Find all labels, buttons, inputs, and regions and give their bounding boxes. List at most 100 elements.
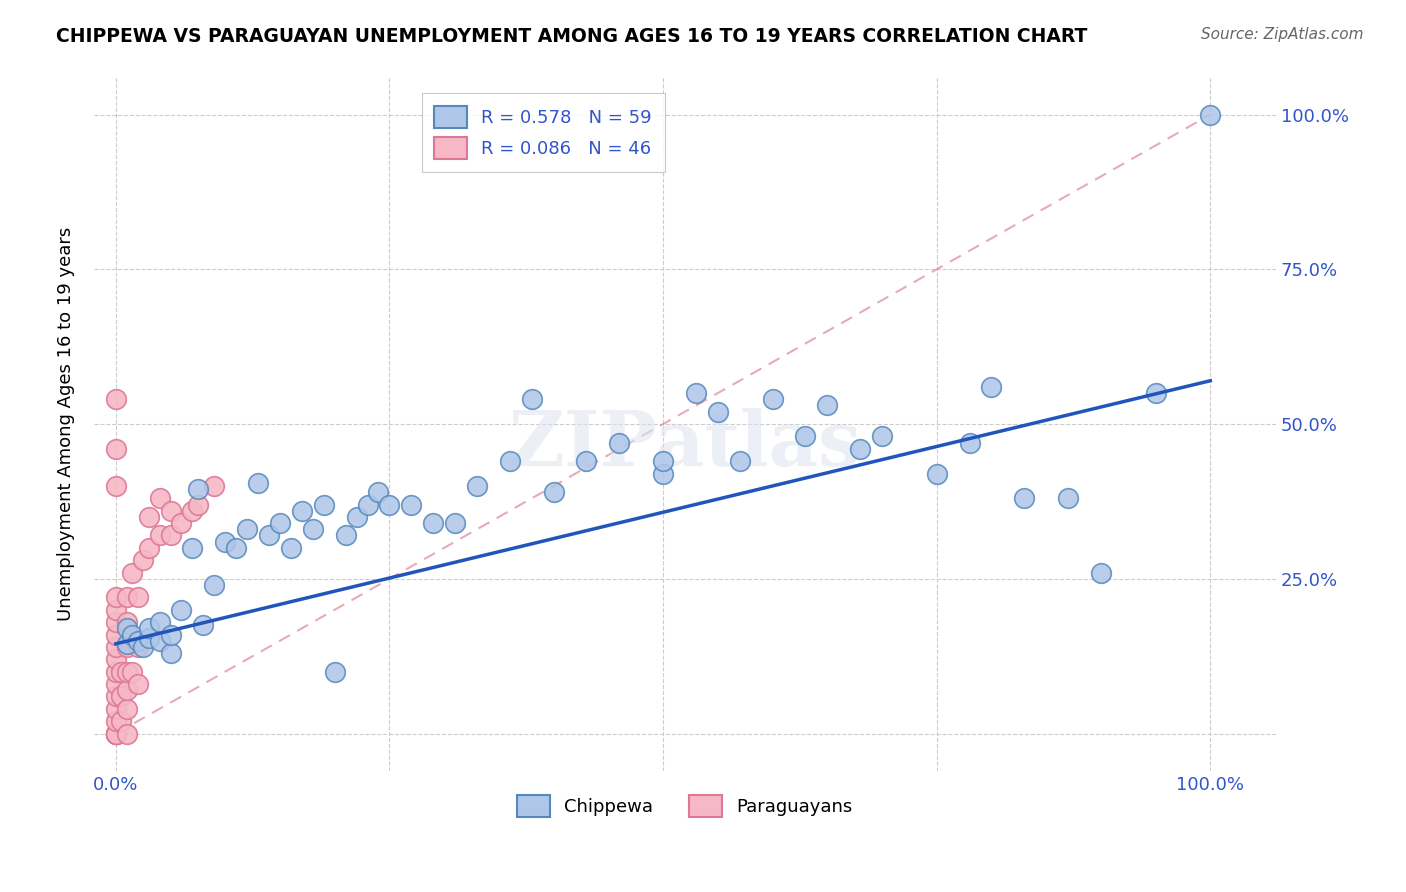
- Point: [110, 665, 132, 679]
- Point: [149, 633, 172, 648]
- Point: [104, 652, 127, 666]
- Point: [159, 646, 181, 660]
- Point: [520, 392, 543, 407]
- Point: [980, 380, 1002, 394]
- Point: [104, 726, 127, 740]
- Point: [761, 392, 783, 407]
- Point: [815, 399, 838, 413]
- Point: [301, 522, 323, 536]
- Point: [110, 690, 132, 704]
- Point: [138, 509, 160, 524]
- Point: [925, 467, 948, 481]
- Point: [104, 726, 127, 740]
- Point: [132, 553, 155, 567]
- Point: [1057, 491, 1080, 506]
- Point: [187, 498, 209, 512]
- Point: [104, 702, 127, 716]
- Point: [367, 485, 389, 500]
- Point: [870, 429, 893, 443]
- Point: [181, 504, 204, 518]
- Point: [707, 405, 730, 419]
- Point: [170, 516, 193, 530]
- Point: [214, 534, 236, 549]
- Point: [110, 714, 132, 728]
- Point: [1012, 491, 1035, 506]
- Point: [115, 683, 138, 698]
- Point: [356, 498, 378, 512]
- Point: [127, 591, 149, 605]
- Y-axis label: Unemployment Among Ages 16 to 19 years: Unemployment Among Ages 16 to 19 years: [58, 227, 75, 621]
- Point: [575, 454, 598, 468]
- Point: [959, 435, 981, 450]
- Point: [170, 603, 193, 617]
- Point: [202, 578, 225, 592]
- Point: [269, 516, 291, 530]
- Point: [104, 726, 127, 740]
- Point: [138, 621, 160, 635]
- Point: [121, 566, 143, 580]
- Point: [323, 665, 346, 679]
- Text: ZIPatlas: ZIPatlas: [509, 408, 862, 482]
- Point: [104, 726, 127, 740]
- Point: [607, 435, 630, 450]
- Point: [401, 498, 423, 512]
- Point: [104, 615, 127, 629]
- Point: [202, 479, 225, 493]
- Point: [104, 392, 127, 407]
- Legend: Chippewa, Paraguayans: Chippewa, Paraguayans: [510, 788, 860, 824]
- Point: [422, 516, 444, 530]
- Point: [104, 479, 127, 493]
- Point: [543, 485, 565, 500]
- Point: [127, 677, 149, 691]
- Point: [149, 528, 172, 542]
- Point: [115, 640, 138, 654]
- Point: [115, 637, 138, 651]
- Point: [104, 726, 127, 740]
- Point: [652, 454, 675, 468]
- Point: [193, 618, 215, 632]
- Point: [115, 621, 138, 635]
- Point: [652, 467, 675, 481]
- Point: [499, 454, 522, 468]
- Point: [159, 528, 181, 542]
- Point: [121, 665, 143, 679]
- Point: [346, 509, 368, 524]
- Point: [1144, 386, 1167, 401]
- Point: [849, 442, 872, 456]
- Point: [444, 516, 467, 530]
- Point: [115, 591, 138, 605]
- Point: [104, 591, 127, 605]
- Point: [115, 726, 138, 740]
- Point: [465, 479, 488, 493]
- Point: [181, 541, 204, 555]
- Point: [127, 640, 149, 654]
- Point: [794, 429, 817, 443]
- Point: [104, 726, 127, 740]
- Point: [104, 714, 127, 728]
- Point: [159, 627, 181, 641]
- Point: [728, 454, 751, 468]
- Point: [104, 442, 127, 456]
- Point: [187, 482, 209, 496]
- Point: [225, 541, 247, 555]
- Point: [115, 665, 138, 679]
- Point: [138, 631, 160, 645]
- Point: [104, 665, 127, 679]
- Point: [236, 522, 259, 536]
- Point: [127, 633, 149, 648]
- Point: [378, 498, 401, 512]
- Point: [104, 677, 127, 691]
- Point: [1090, 566, 1112, 580]
- Point: [104, 640, 127, 654]
- Text: CHIPPEWA VS PARAGUAYAN UNEMPLOYMENT AMONG AGES 16 TO 19 YEARS CORRELATION CHART: CHIPPEWA VS PARAGUAYAN UNEMPLOYMENT AMON…: [56, 27, 1088, 45]
- Point: [1199, 107, 1222, 121]
- Point: [104, 603, 127, 617]
- Point: [312, 498, 335, 512]
- Point: [104, 690, 127, 704]
- Point: [115, 615, 138, 629]
- Point: [280, 541, 302, 555]
- Point: [149, 615, 172, 629]
- Point: [121, 627, 143, 641]
- Point: [291, 504, 314, 518]
- Point: [685, 386, 707, 401]
